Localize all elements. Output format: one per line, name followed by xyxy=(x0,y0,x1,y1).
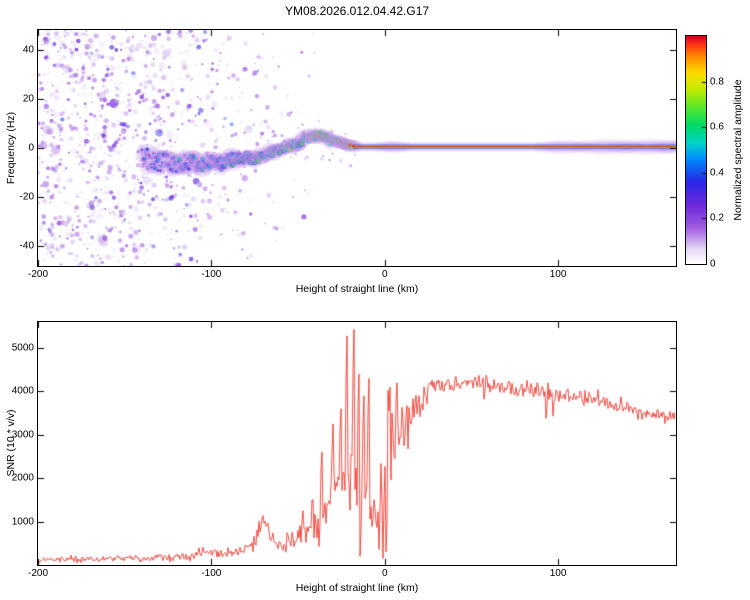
colorbar xyxy=(685,35,707,265)
tick-label: 0 xyxy=(28,142,34,154)
tick-label: 5000 xyxy=(11,342,34,354)
spectrogram-canvas xyxy=(37,29,677,267)
tick-label: -100 xyxy=(201,568,222,579)
tick-label: 100 xyxy=(549,269,567,280)
spectrogram-xticks: -200 -100 0 100 xyxy=(28,269,676,281)
snr-yticks: 1000 2000 3000 4000 5000 xyxy=(6,322,34,565)
tick-label: 0 xyxy=(381,568,388,579)
spectrogram-yticks: -40 -20 0 20 40 xyxy=(6,30,34,266)
snr-canvas xyxy=(37,321,677,566)
tick-label: 0 xyxy=(381,269,388,280)
spectrogram-xlabel: Height of straight line (km) xyxy=(295,283,419,295)
snr-xticks: -200 -100 0 100 xyxy=(28,568,676,580)
tick-label: 1000 xyxy=(11,516,34,528)
tick-label: -40 xyxy=(19,240,34,252)
tick-label: 100 xyxy=(549,568,567,579)
tick-label: 20 xyxy=(22,93,34,105)
tick-label: -200 xyxy=(27,269,49,280)
tick-label: -200 xyxy=(27,568,49,579)
snr-xlabel: Height of straight line (km) xyxy=(295,582,419,594)
tick-label: 40 xyxy=(22,44,34,56)
tick-label: 4000 xyxy=(11,385,34,397)
tick-label: 0 xyxy=(710,258,716,270)
colorbar-label: Normalized spectral amplitude xyxy=(732,79,744,221)
tick-label: 0.2 xyxy=(710,212,724,224)
tick-label: -100 xyxy=(201,269,222,280)
plot-title: YM08.2026.012.04.42.G17 xyxy=(284,4,430,18)
colorbar-ticks: 0 0.2 0.4 0.6 0.8 xyxy=(710,36,740,269)
tick-label: 3000 xyxy=(11,429,34,441)
tick-label: 0.8 xyxy=(710,76,724,88)
tick-label: 0.6 xyxy=(710,121,724,133)
tick-label: 0.4 xyxy=(710,167,724,179)
tick-label: -20 xyxy=(19,191,34,203)
tick-label: 2000 xyxy=(11,472,34,484)
